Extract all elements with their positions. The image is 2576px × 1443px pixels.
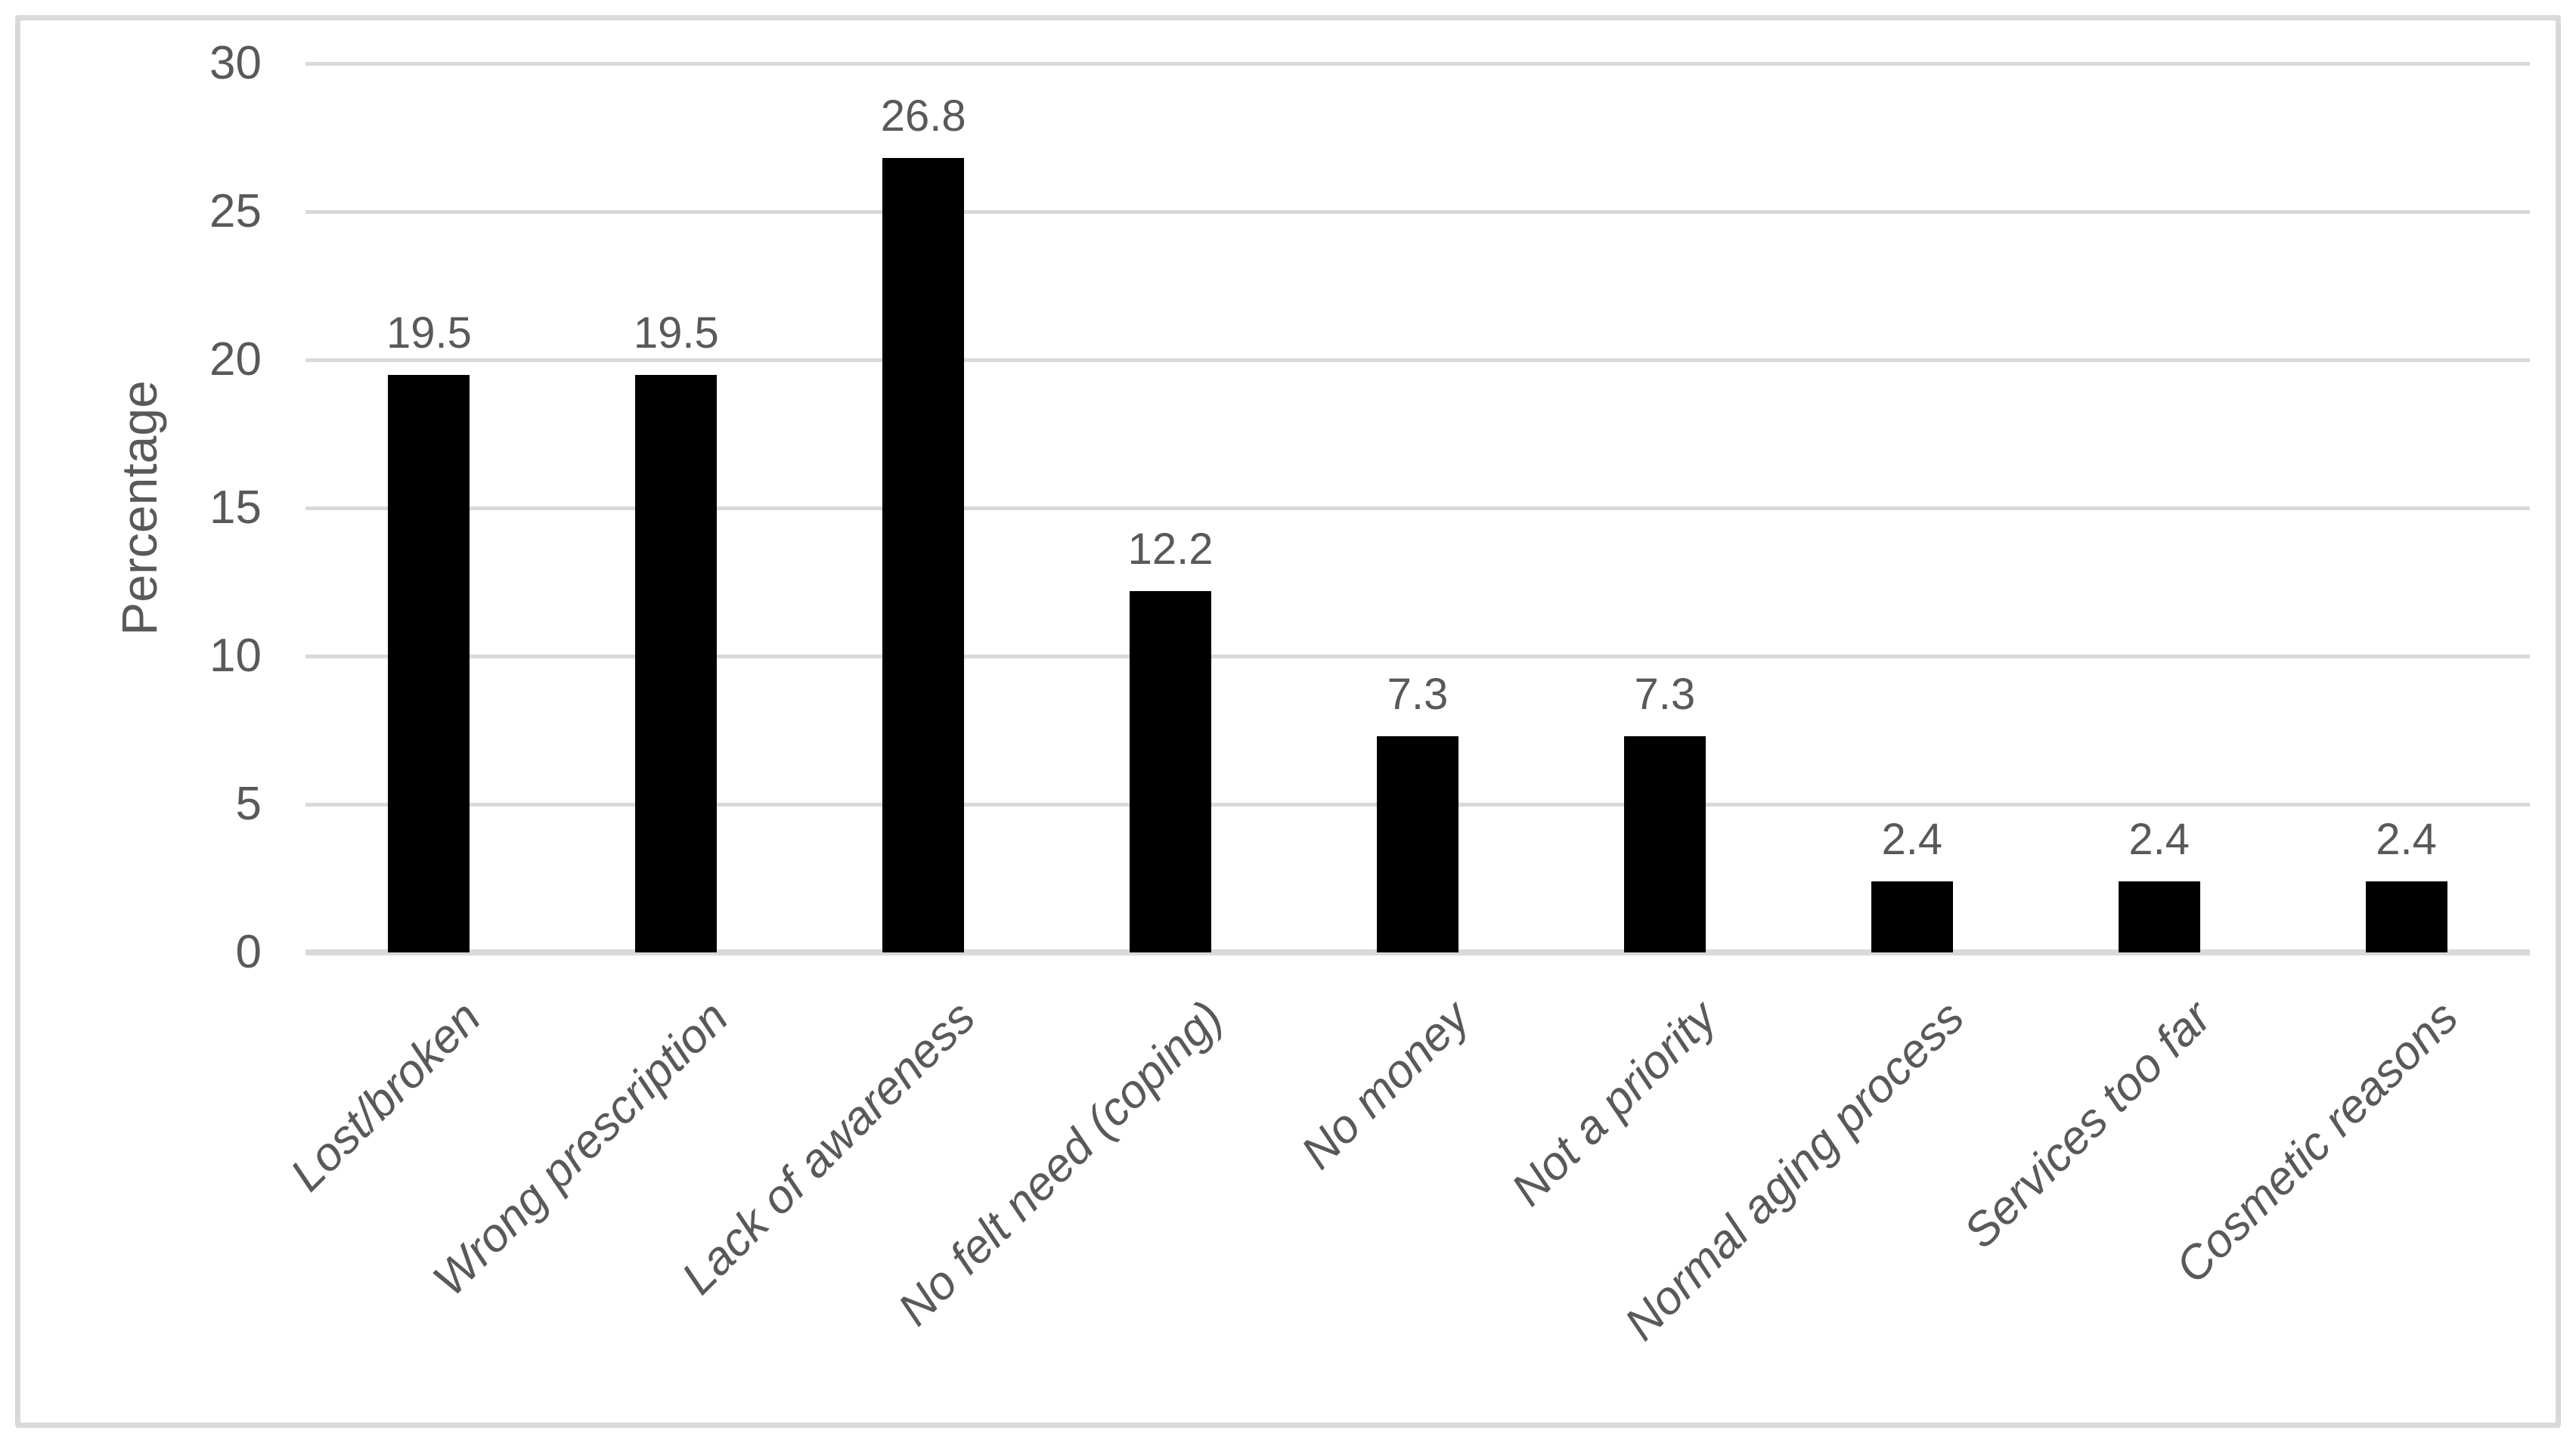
bar-4 bbox=[1377, 735, 1458, 952]
y-tick-label-30: 30 bbox=[209, 37, 262, 89]
bar-value-label-1: 19.5 bbox=[633, 308, 719, 358]
bar-value-label-8: 2.4 bbox=[2376, 814, 2437, 864]
x-axis-label-0: Lost/broken bbox=[281, 991, 491, 1202]
y-tick-label-0: 0 bbox=[235, 926, 262, 978]
bar-value-label-6: 2.4 bbox=[1881, 814, 1943, 864]
bar-value-label-2: 26.8 bbox=[880, 91, 966, 141]
bar-6 bbox=[1871, 881, 1953, 952]
x-axis-label-7: Services too far bbox=[1954, 991, 2221, 1259]
bar-7 bbox=[2118, 881, 2200, 952]
bar-8 bbox=[2365, 881, 2447, 952]
gridline-15 bbox=[305, 506, 2530, 510]
gridline-25 bbox=[305, 209, 2530, 214]
gridline-10 bbox=[305, 654, 2530, 658]
gridline-30 bbox=[305, 61, 2530, 66]
plot-area: 19.5 19.5 26.8 12.2 7.3 7.3 2.4 2.4 2.4 bbox=[305, 61, 2530, 955]
bar-0 bbox=[388, 374, 470, 952]
x-axis-label-5: Not a priority bbox=[1502, 991, 1727, 1216]
bar-3 bbox=[1130, 590, 1212, 952]
bar-2 bbox=[882, 158, 965, 952]
x-axis-label-4: No money bbox=[1291, 991, 1480, 1179]
y-tick-label-5: 5 bbox=[235, 778, 262, 830]
bar-value-label-4: 7.3 bbox=[1387, 669, 1449, 719]
y-tick-label-15: 15 bbox=[209, 482, 262, 534]
x-axis-line bbox=[305, 949, 2530, 955]
bar-value-label-5: 7.3 bbox=[1634, 669, 1696, 719]
bar-value-label-3: 12.2 bbox=[1127, 524, 1214, 574]
bar-value-label-0: 19.5 bbox=[386, 308, 472, 358]
gridline-20 bbox=[305, 358, 2530, 362]
y-tick-label-25: 25 bbox=[209, 185, 262, 237]
bar-value-label-7: 2.4 bbox=[2128, 814, 2190, 864]
bar-1 bbox=[635, 374, 718, 952]
y-tick-label-20: 20 bbox=[209, 333, 262, 386]
y-tick-label-10: 10 bbox=[209, 630, 262, 682]
bar-5 bbox=[1623, 735, 1706, 952]
